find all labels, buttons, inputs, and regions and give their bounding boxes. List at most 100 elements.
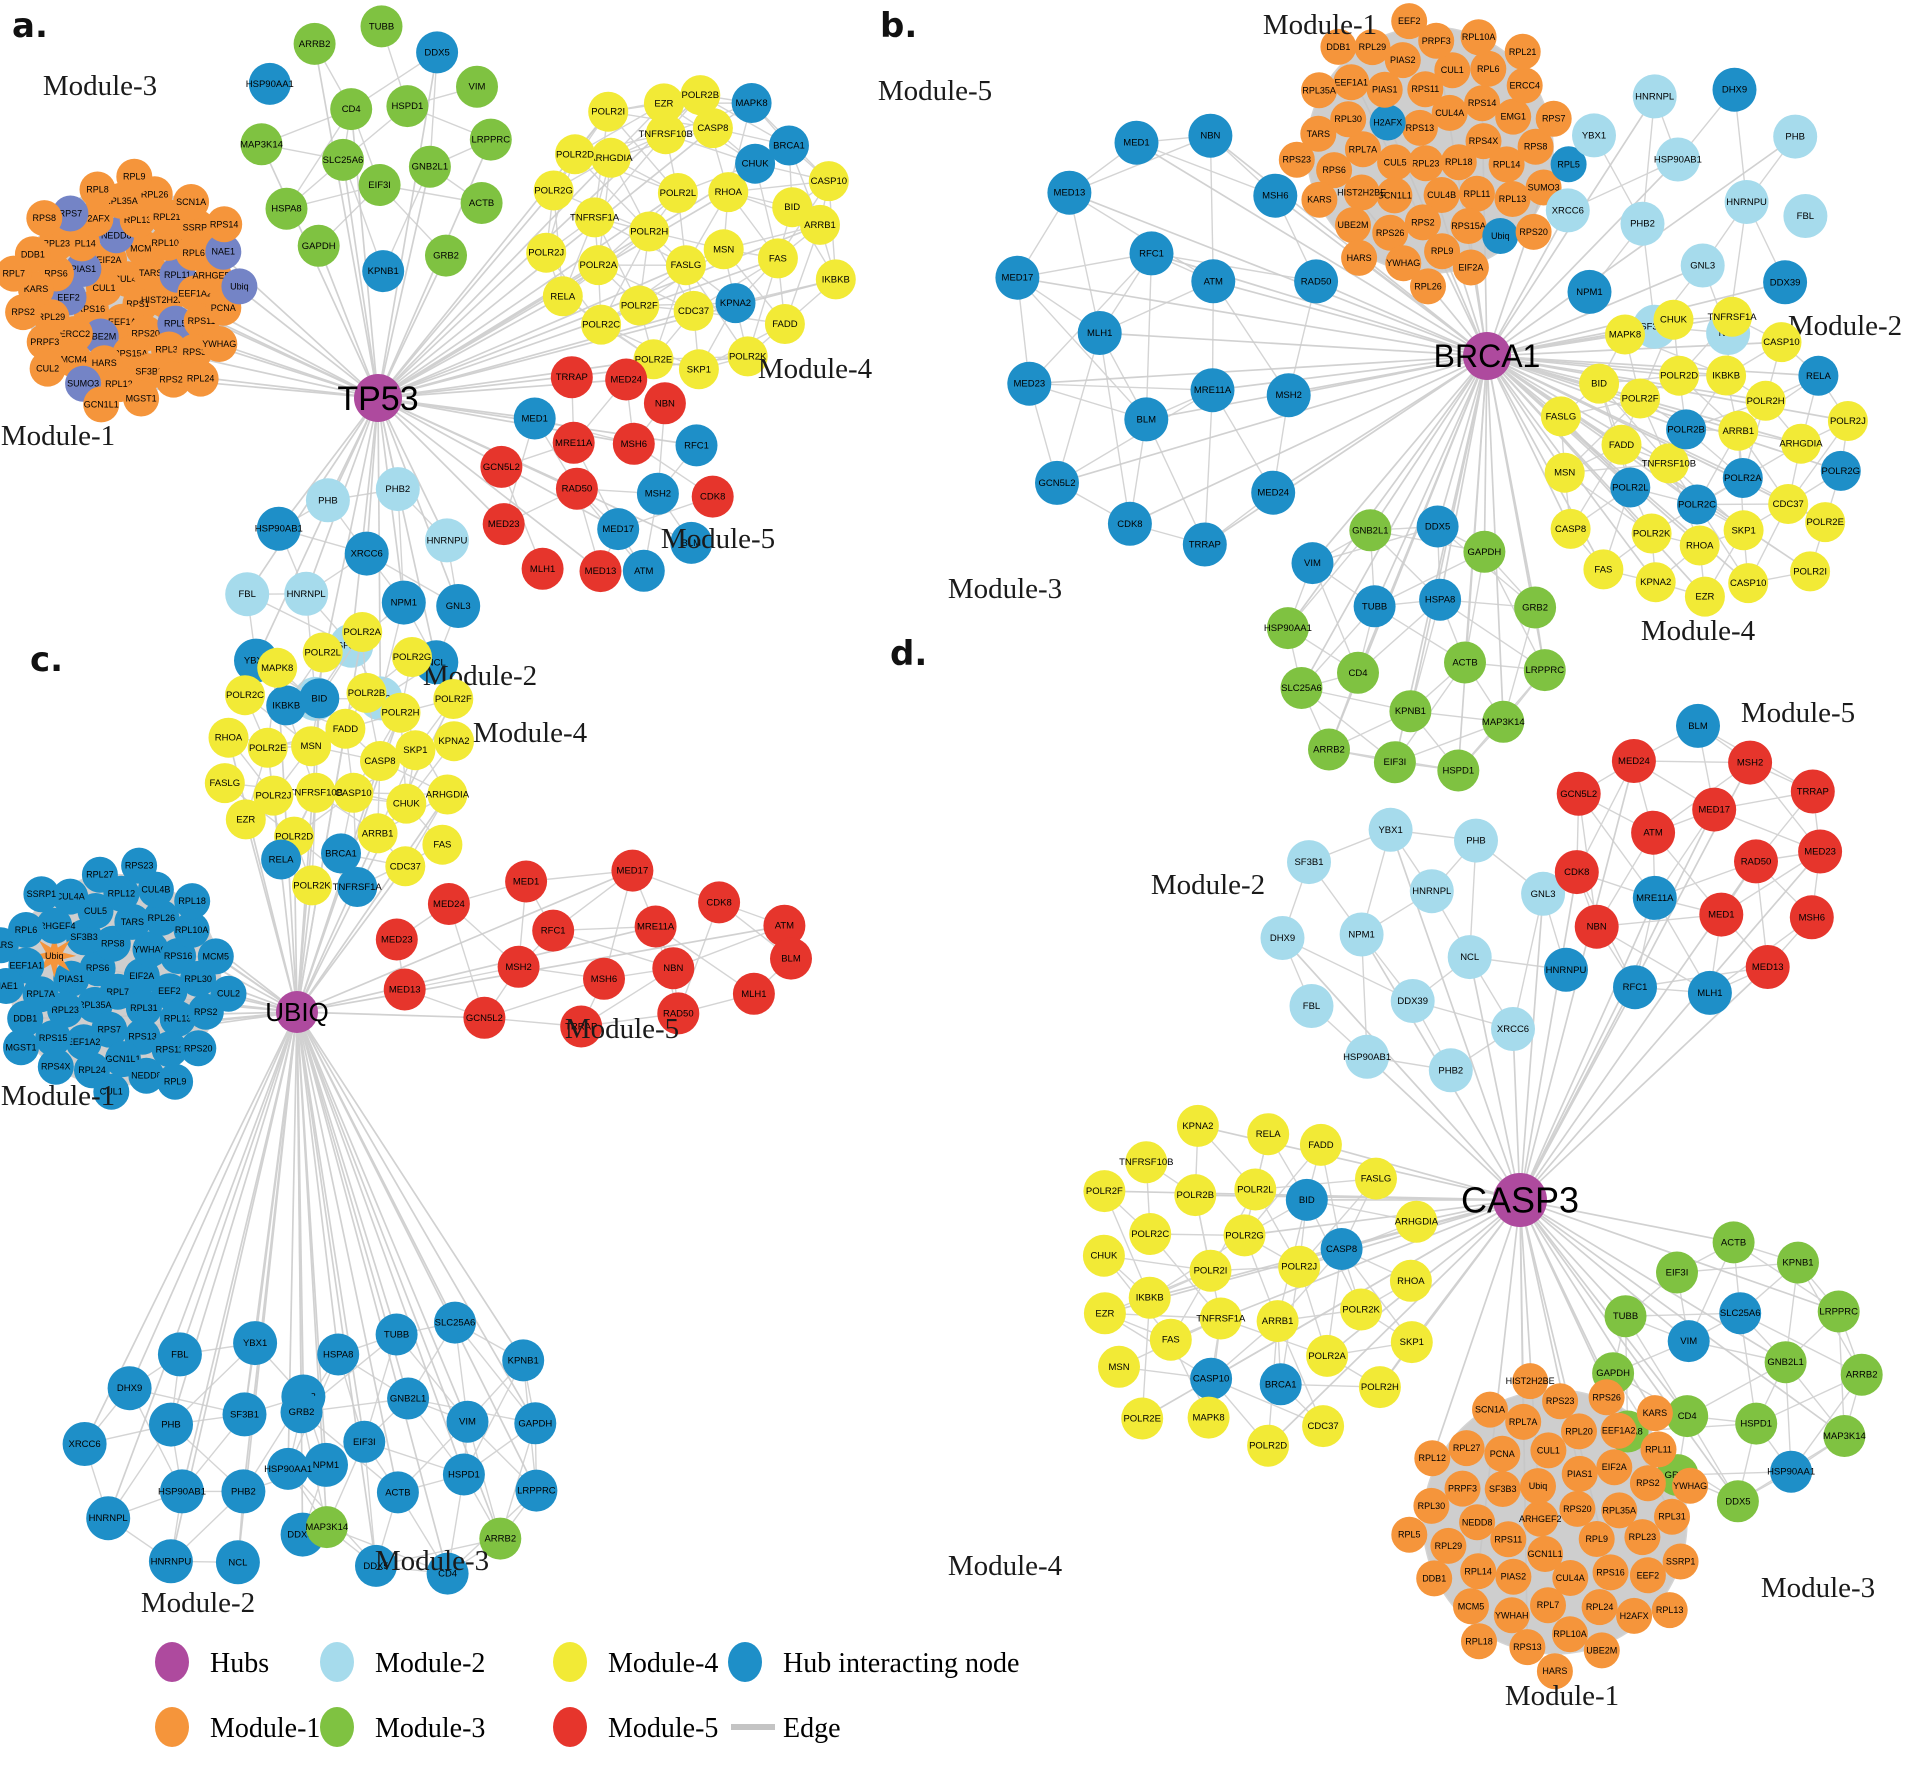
node-circle	[1247, 1113, 1290, 1156]
node-label: EZR	[236, 814, 255, 825]
node-circle	[375, 918, 418, 961]
gene-node: HIST2H2BE	[1506, 1363, 1555, 1400]
node-circle	[1790, 769, 1835, 814]
node-label: CDK8	[1564, 867, 1589, 878]
node-circle	[1632, 74, 1677, 119]
node-label: CUL1	[100, 1087, 123, 1097]
node-circle	[1077, 311, 1122, 355]
node-label: CDK8	[700, 492, 725, 503]
gene-node: NAE1	[205, 233, 242, 270]
node-circle	[1082, 1234, 1125, 1277]
node-circle	[1339, 912, 1384, 957]
node-label: KPNB1	[1395, 706, 1426, 717]
module-label: Module-3	[948, 573, 1062, 605]
gene-node: RPL8	[79, 171, 116, 208]
module-label: Module-1	[1, 1080, 115, 1112]
node-label: CUL1	[92, 283, 115, 293]
node-label: RPL23	[1629, 1532, 1657, 1542]
gene-node: FAS	[1583, 549, 1624, 590]
gene-node: HSP90AB1	[255, 506, 303, 551]
node-label: TUBB	[1613, 1311, 1638, 1322]
node-circle	[1687, 970, 1732, 1015]
node-label: NEDD8	[101, 230, 132, 240]
gene-node: RFC1	[532, 909, 575, 952]
node-circle	[1373, 741, 1416, 784]
legend-item: Module-3	[320, 1707, 485, 1747]
gene-node: CASP10	[808, 161, 849, 202]
gene-node: POLR2E	[247, 727, 288, 768]
node-circle	[1354, 29, 1391, 66]
node-circle	[1428, 1048, 1473, 1093]
node-label: BRCA1	[325, 848, 357, 859]
gene-node: CUL2	[29, 350, 66, 387]
gene-node: POLR2C	[1129, 1213, 1172, 1255]
node-circle	[502, 1339, 545, 1382]
node-label: PHB2	[1438, 1065, 1463, 1076]
node-label: RPS8	[33, 213, 57, 223]
node-label: DDB1	[21, 249, 45, 259]
gene-node: TNFRSF1A	[333, 867, 382, 907]
gene-node: GCN1L1	[1376, 177, 1413, 214]
node-circle	[1340, 1288, 1383, 1331]
node-label: RPL10A	[151, 238, 185, 248]
node-label: MSH2	[1275, 390, 1301, 401]
node-circle	[1482, 700, 1525, 743]
node-circle	[542, 276, 583, 317]
node-circle	[36, 907, 73, 944]
gene-node: RPL9	[157, 1063, 194, 1100]
gene-node: POLR2C	[225, 675, 265, 716]
node-label: GNL3	[1690, 261, 1715, 272]
gene-node: SF3B3	[1484, 1471, 1521, 1507]
gene-node: NPM1	[1339, 912, 1384, 957]
node-circle	[1490, 1521, 1527, 1558]
node-label: RPS16	[1596, 1567, 1625, 1577]
node-label: SKP1	[1731, 525, 1755, 536]
module-label: Module-3	[43, 70, 157, 102]
gene-node: H2AFX	[1616, 1597, 1653, 1634]
node-label: MSN	[301, 741, 322, 752]
node-label: DDX39	[287, 1530, 318, 1541]
node-circle	[225, 675, 265, 716]
node-circle	[52, 878, 89, 915]
gene-node: CDC37	[385, 846, 426, 887]
node-circle	[305, 478, 350, 523]
node-label: SSRP1	[1666, 1557, 1696, 1567]
node-label: CD4	[1678, 1411, 1697, 1422]
node-label: RPL10A	[1553, 1629, 1587, 1639]
node-circle	[148, 1539, 193, 1584]
node-label: SUMO3	[67, 379, 99, 389]
node-label: CHUK	[742, 159, 770, 170]
node-label: RPL35A	[78, 1000, 112, 1010]
node-circle	[1523, 649, 1566, 692]
node-circle	[1320, 28, 1357, 65]
node-label: RPS4X	[41, 1062, 71, 1072]
node-label: TNFRSF1A	[1196, 1314, 1246, 1325]
node-label: POLR2L	[1612, 483, 1648, 494]
node-label: MCM4	[60, 355, 87, 365]
gene-node: MLH1	[732, 972, 775, 1015]
node-circle	[442, 1453, 485, 1496]
node-circle	[322, 138, 364, 181]
node-circle	[1410, 268, 1446, 305]
node-label: PHB2	[1630, 219, 1655, 230]
module-label: Module-5	[1741, 697, 1855, 729]
node-label: RPS13	[126, 299, 155, 309]
gene-node: IKBKB	[1706, 355, 1747, 396]
node-label: MED23	[381, 935, 413, 946]
gene-node: IKBKB	[815, 259, 856, 300]
gene-node: RPL23	[1407, 145, 1444, 182]
node-circle	[1465, 123, 1502, 160]
node-label: MGST1	[126, 394, 157, 404]
gene-node: CASP8	[1320, 1228, 1363, 1270]
node-label: FBL	[171, 1349, 188, 1360]
gene-node: FADD	[1601, 424, 1642, 465]
node-label: FADD	[1609, 440, 1634, 451]
gene-node: BRCA1	[1259, 1363, 1302, 1406]
gene-node: RFC1	[675, 424, 718, 467]
node-circle	[1823, 1415, 1866, 1457]
node-circle	[233, 1321, 278, 1366]
node-label: ARHGEF2	[1519, 1514, 1562, 1524]
gene-node: POLR2B	[346, 672, 387, 713]
node-circle	[703, 229, 744, 270]
node-label: RPL5	[1557, 159, 1580, 169]
